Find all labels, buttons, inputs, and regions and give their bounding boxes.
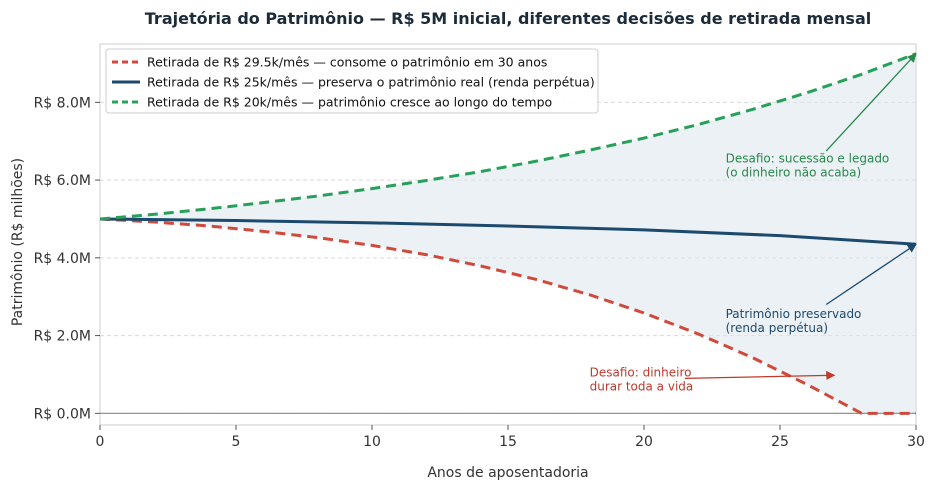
annotation-arrow xyxy=(825,53,917,152)
y-axis-ticks: R$ 0.0M R$ 2.0M R$ 4.0M R$ 6.0M R$ 8.0M xyxy=(34,95,100,422)
legend: Retirada de R$ 29.5k/mês — consome o pat… xyxy=(105,48,599,114)
annotations: Desafio: sucessão e legado (o dinheiro nã… xyxy=(590,53,917,393)
x-axis-ticks: 0 5 10 15 20 25 30 xyxy=(96,425,925,450)
y-tick-label: R$ 4.0M xyxy=(34,251,91,267)
annotation-arrow xyxy=(825,243,917,306)
y-tick-label: R$ 0.0M xyxy=(34,406,91,422)
series-line-3 xyxy=(99,52,917,221)
annotation-arrow xyxy=(684,370,836,380)
x-tick-label: 10 xyxy=(363,434,381,450)
x-tick-label: 30 xyxy=(907,434,925,450)
shaded-range xyxy=(100,53,916,414)
annotation-text: Desafio: dinheiro durar toda a vida xyxy=(590,365,694,393)
annotation-text: Patrimônio preservado (renda perpétua) xyxy=(726,307,862,335)
x-tick-label: 15 xyxy=(499,434,517,450)
legend-label: Retirada de R$ 29.5k/mês — consome o pat… xyxy=(147,55,547,70)
x-axis-label: Anos de aposentadoria xyxy=(427,465,588,481)
annotation-text: Desafio: sucessão e legado (o dinheiro nã… xyxy=(726,152,890,180)
x-tick-label: 25 xyxy=(771,434,789,450)
legend-label: Retirada de R$ 20k/mês — patrimônio cres… xyxy=(147,95,552,110)
legend-box xyxy=(105,48,599,114)
x-tick-label: 5 xyxy=(232,434,241,450)
legend-label: Retirada de R$ 25k/mês — preserva o patr… xyxy=(147,75,595,90)
legend-items: Retirada de R$ 29.5k/mês — consome o pat… xyxy=(112,55,595,110)
series-line-2 xyxy=(99,217,917,246)
y-axis-label: Patrimônio (R$ milhões) xyxy=(10,158,26,326)
y-tick-label: R$ 8.0M xyxy=(34,95,91,111)
y-tick-label: R$ 6.0M xyxy=(34,173,91,189)
chart-title: Trajetória do Patrimônio — R$ 5M inicial… xyxy=(145,9,871,28)
series-lines xyxy=(99,52,917,415)
shaded-band xyxy=(100,53,916,414)
series-line-1 xyxy=(99,217,916,415)
y-tick-label: R$ 2.0M xyxy=(34,329,91,345)
x-tick-label: 20 xyxy=(635,434,653,450)
x-tick-label: 0 xyxy=(96,434,105,450)
